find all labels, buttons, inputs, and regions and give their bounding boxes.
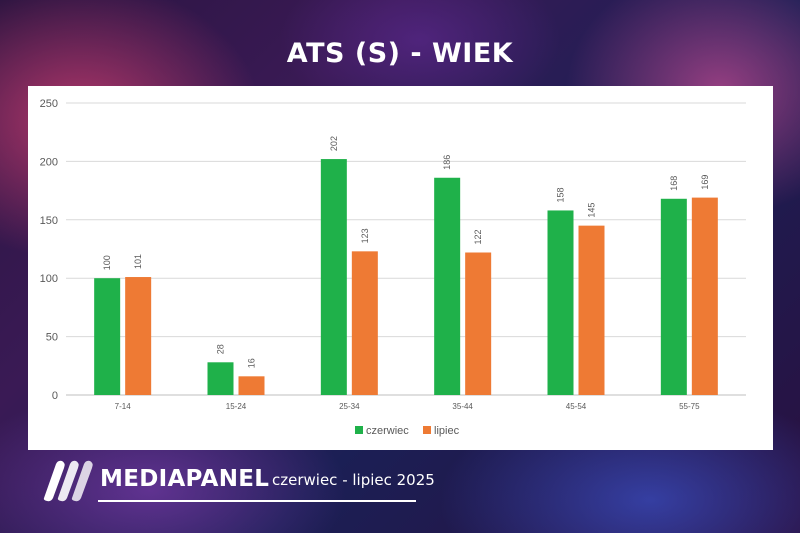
data-label: 145 <box>587 203 597 218</box>
y-tick-label: 0 <box>52 390 58 402</box>
page-title: ATS (S) - WIEK <box>286 38 514 69</box>
legend-swatch-lipiec <box>423 426 431 434</box>
bar-czerwiec <box>434 177 461 395</box>
data-label: 100 <box>102 255 112 270</box>
data-label: 123 <box>360 228 370 243</box>
brand-name: MEDIAPANEL <box>100 466 270 492</box>
x-axis-ticks: 7-14 15-24 25-34 35-44 45-54 55-75 <box>115 402 700 411</box>
x-tick-label: 15-24 <box>226 402 247 411</box>
bars <box>94 159 718 395</box>
gridlines <box>66 102 746 396</box>
legend: czerwiec lipiec <box>355 425 460 437</box>
x-tick-label: 25-34 <box>339 402 360 411</box>
bar-czerwiec <box>207 362 234 395</box>
data-label: 122 <box>473 229 483 244</box>
chart-panel: 0 50 100 150 200 250 100 101 28 16 202 123 186 122 15… <box>28 86 773 450</box>
x-tick-label: 45-54 <box>566 402 587 411</box>
bar-czerwiec <box>547 210 574 395</box>
bar-lipiec <box>578 225 605 395</box>
data-label: 28 <box>216 344 226 354</box>
data-label: 101 <box>133 254 143 269</box>
y-tick-label: 150 <box>40 215 58 227</box>
data-label: 186 <box>442 155 452 170</box>
mediapanel-logo-icon <box>43 460 93 502</box>
bar-czerwiec <box>94 278 121 395</box>
x-tick-label: 7-14 <box>115 402 132 411</box>
legend-swatch-czerwiec <box>355 426 363 434</box>
legend-label-lipiec: lipiec <box>434 425 460 437</box>
data-label: 202 <box>329 136 339 151</box>
x-tick-label: 35-44 <box>452 402 473 411</box>
data-label: 158 <box>556 187 566 202</box>
footer-divider <box>98 500 416 502</box>
bar-lipiec <box>351 251 378 395</box>
data-label: 16 <box>247 358 257 368</box>
bar-czerwiec <box>320 159 347 395</box>
bar-lipiec <box>465 252 492 395</box>
y-tick-label: 250 <box>40 98 58 110</box>
bar-lipiec <box>238 376 265 395</box>
x-tick-label: 55-75 <box>679 402 700 411</box>
bar-lipiec <box>125 277 152 395</box>
data-label: 168 <box>669 176 679 191</box>
y-tick-label: 50 <box>46 332 58 344</box>
period-text: czerwiec - lipiec 2025 <box>272 471 435 489</box>
data-labels: 100 101 28 16 202 123 186 122 158 145 168 169 <box>102 136 710 368</box>
y-axis-ticks: 0 50 100 150 200 250 <box>40 98 58 402</box>
bar-czerwiec <box>660 198 687 395</box>
y-tick-label: 200 <box>40 156 58 168</box>
bar-chart: 0 50 100 150 200 250 100 101 28 16 202 123 186 122 15… <box>40 98 746 437</box>
y-tick-label: 100 <box>40 273 58 285</box>
bar-lipiec <box>691 197 718 395</box>
legend-label-czerwiec: czerwiec <box>366 425 409 437</box>
data-label: 169 <box>700 175 710 190</box>
